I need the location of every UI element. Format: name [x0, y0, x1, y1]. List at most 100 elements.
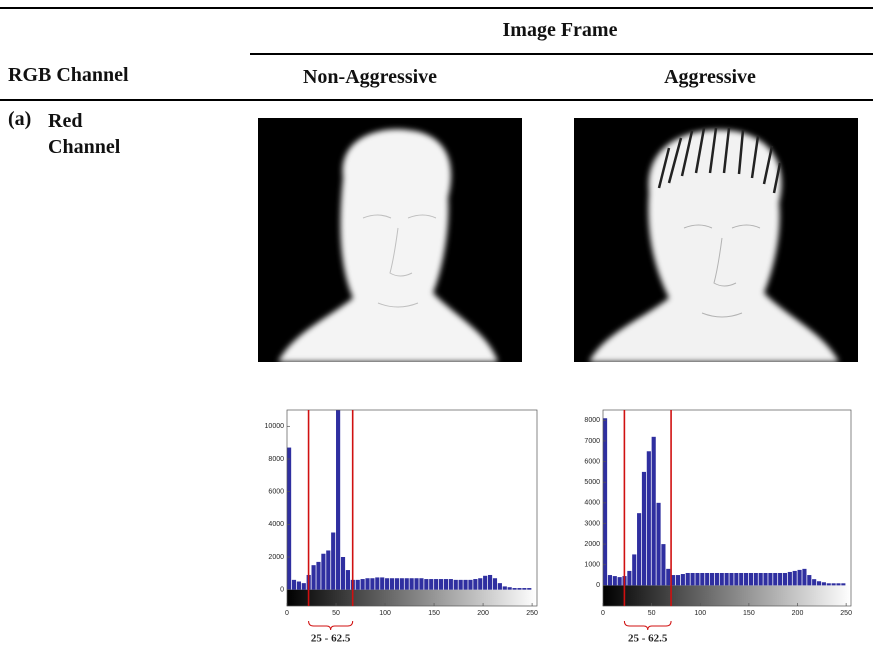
x-tick-label: 150	[428, 610, 440, 617]
histogram-bar	[709, 572, 715, 586]
histogram-bar	[463, 579, 468, 590]
row-label: Red Channel	[48, 110, 121, 158]
histogram-bar	[291, 579, 297, 590]
histogram-bar	[734, 572, 739, 586]
histogram-bar	[311, 565, 316, 590]
histogram-bar	[675, 575, 681, 586]
x-tick-label: 0	[601, 610, 605, 617]
histogram-bar	[517, 588, 522, 590]
histogram-bar	[748, 572, 754, 586]
y-tick-label: 6000	[268, 489, 284, 496]
x-tick-label: 200	[477, 610, 489, 617]
histogram-bar	[365, 578, 370, 590]
group-rule	[250, 53, 873, 55]
range-brace	[623, 620, 672, 631]
histogram-bar	[685, 572, 690, 586]
histogram-bar	[763, 572, 768, 586]
histogram-bar	[651, 436, 656, 586]
x-tick-label: 100	[694, 610, 706, 617]
histogram: 0 1000 2000 3000 4000 5000 6000 7000 8000 0 50 100 1…	[584, 409, 852, 645]
histogram-bar	[468, 579, 473, 590]
histogram-bar	[487, 574, 493, 590]
intensity-bar	[287, 589, 537, 606]
histogram-bar	[671, 575, 676, 586]
histogram-bar	[797, 569, 802, 586]
histogram-bar	[419, 578, 424, 590]
histogram-bar	[326, 550, 331, 590]
histogram-bar	[527, 588, 532, 590]
histogram-bar	[802, 568, 807, 586]
histogram-bar	[414, 578, 419, 590]
histogram-bar	[641, 471, 647, 586]
histogram-bar	[448, 579, 453, 590]
histogram-bar	[336, 410, 341, 590]
histogram-bar	[458, 579, 463, 590]
range-brace	[308, 620, 354, 631]
y-tick-label: 2000	[268, 554, 284, 561]
row-marker: (a)	[8, 108, 32, 130]
histogram-bar	[331, 532, 336, 590]
histogram-bar	[360, 579, 365, 590]
histogram-bar	[394, 578, 400, 590]
histogram-bar	[744, 572, 749, 586]
y-tick-label: 4000	[268, 521, 284, 528]
histogram-bar	[739, 572, 744, 586]
plot-frame	[602, 409, 852, 607]
histogram-bar	[497, 583, 502, 590]
histogram-bar	[389, 578, 395, 590]
y-tick-label: 4000	[584, 500, 600, 507]
histogram-bar	[724, 572, 729, 586]
histogram: 0 2000 4000 6000 8000 10000 0 50 100 150 200 250 25 …	[265, 409, 538, 645]
histogram-bar	[296, 581, 301, 590]
y-tick-label: 5000	[584, 479, 600, 486]
group-title: Image Frame	[502, 19, 618, 41]
histogram-bar	[821, 582, 826, 586]
histogram-bar	[287, 447, 292, 590]
y-tick-label: 0	[280, 587, 284, 594]
x-tick-label: 250	[840, 610, 852, 617]
histogram-bar	[627, 570, 632, 586]
face-image	[258, 118, 522, 362]
x-tick-label: 100	[379, 610, 391, 617]
histogram-bar	[714, 572, 719, 586]
histogram-bar	[385, 578, 390, 590]
histogram-bar	[758, 572, 763, 586]
histogram-bar	[434, 579, 439, 590]
histogram-bar	[705, 572, 710, 586]
histogram-bar	[429, 579, 434, 590]
histogram-bar	[836, 583, 841, 586]
header-rule	[0, 99, 873, 101]
y-tick-label: 3000	[584, 520, 600, 527]
histogram-bar	[729, 572, 734, 586]
histogram-bar	[753, 572, 758, 586]
histogram-bar	[473, 579, 478, 590]
histogram-bar	[512, 588, 517, 590]
histogram-bar	[399, 578, 404, 590]
y-tick-label: 0	[596, 582, 600, 589]
histogram-bar	[443, 579, 449, 590]
histogram-bar	[502, 586, 507, 590]
histogram-bar	[787, 571, 792, 586]
histogram-bar	[438, 579, 444, 590]
histogram-bar	[453, 579, 458, 590]
intensity-bar	[603, 585, 851, 606]
histogram-bar	[768, 572, 773, 586]
y-tick-label: 1000	[584, 562, 600, 569]
histogram-bar	[424, 579, 429, 590]
histogram-bar	[380, 577, 385, 590]
x-tick-label: 50	[332, 610, 340, 617]
x-tick-label: 50	[648, 610, 656, 617]
histogram-bar	[719, 572, 724, 586]
histogram-bar	[617, 577, 622, 586]
face-image	[574, 118, 858, 362]
histogram-bar	[316, 561, 321, 590]
histogram-bar	[812, 579, 817, 586]
histogram-bar	[816, 581, 822, 586]
histogram-bar	[301, 583, 306, 590]
histogram-bar	[478, 578, 483, 590]
histogram-bar	[700, 572, 705, 586]
histogram-bar	[661, 544, 666, 586]
histogram-bar	[646, 451, 651, 586]
